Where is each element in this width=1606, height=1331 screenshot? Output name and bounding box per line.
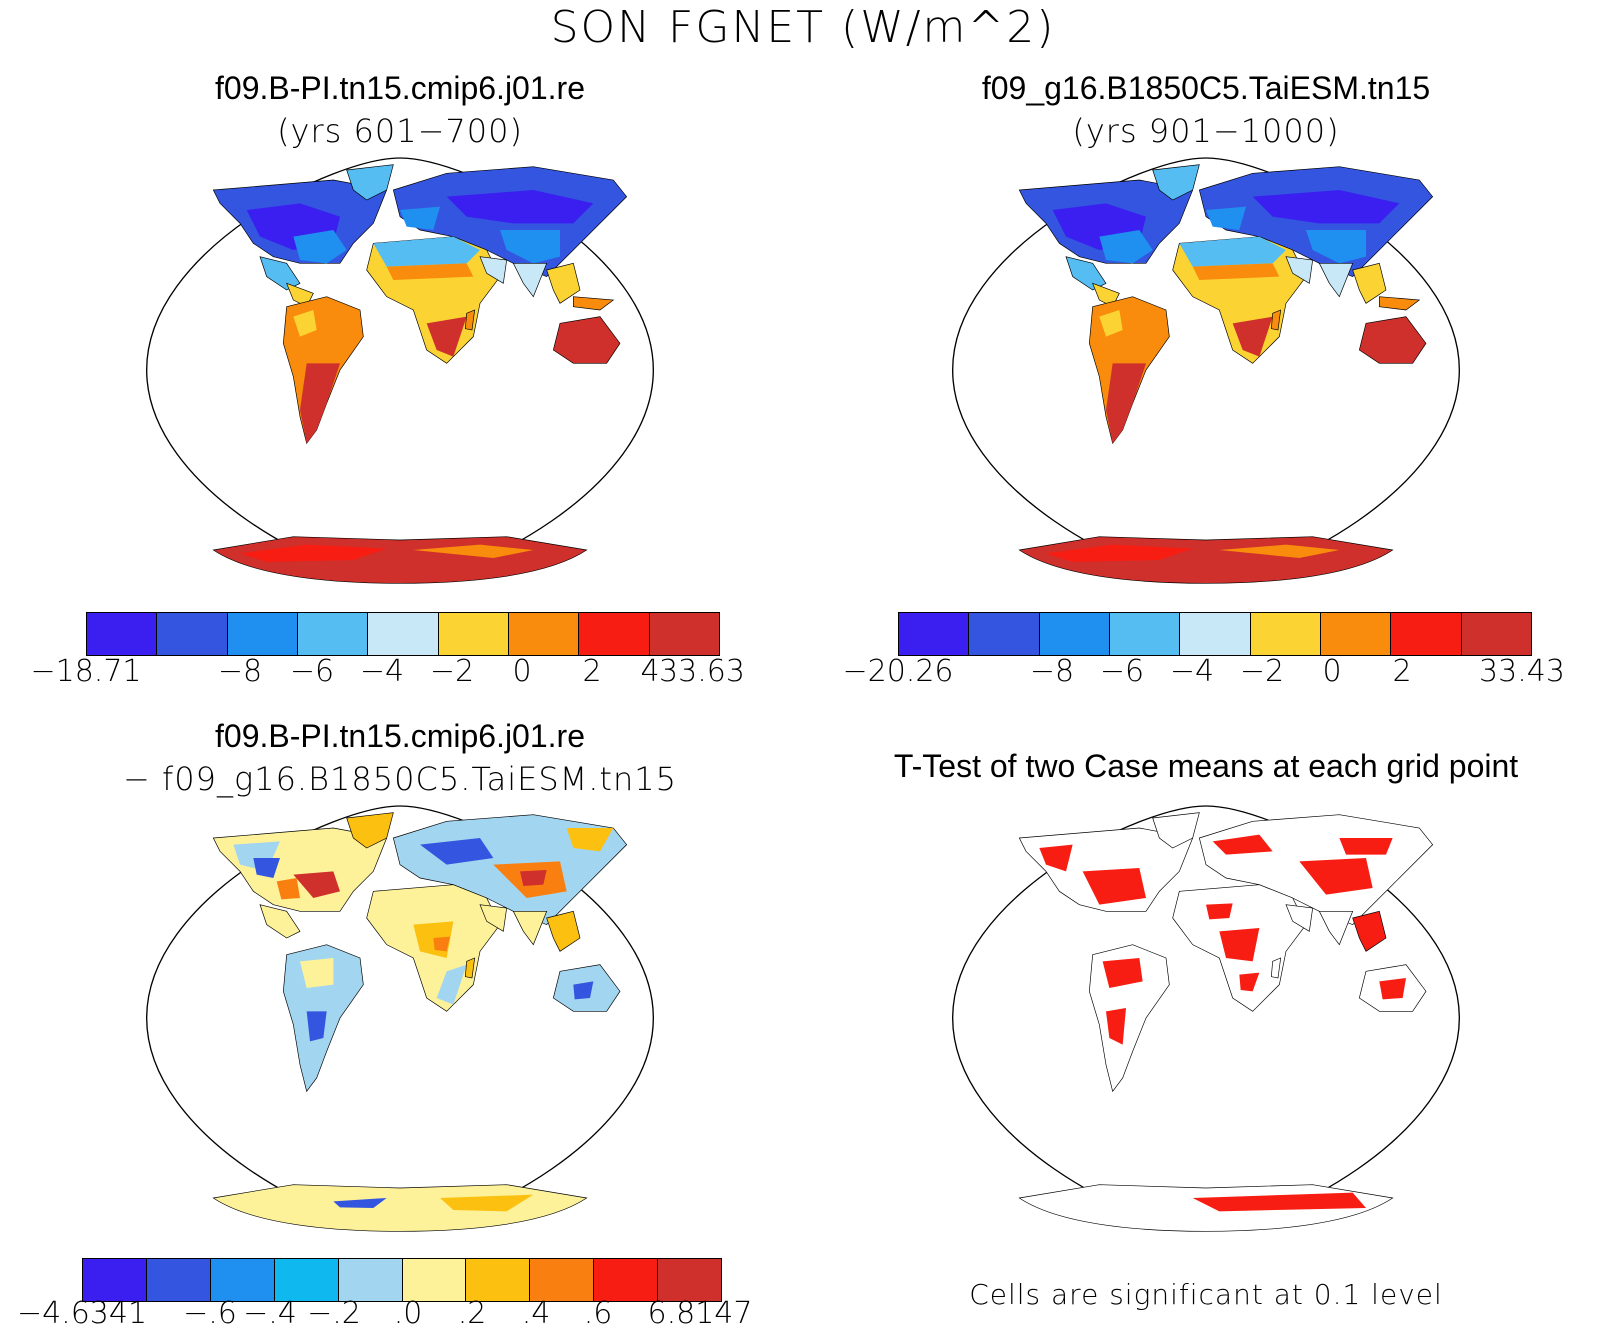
cb3-swatch — [274, 1259, 339, 1301]
cb2-tick-label: −8 — [1029, 654, 1075, 689]
panel2-map — [952, 157, 1460, 585]
panel4-title: T-Test of two Case means at each grid po… — [893, 748, 1519, 784]
cb1-tick-label: 0 — [512, 654, 532, 689]
cb1-swatch — [438, 613, 509, 655]
cb3-tick-label: −.4 — [243, 1296, 297, 1331]
cb3-swatch — [658, 1259, 722, 1301]
cb2-swatch — [1109, 613, 1181, 655]
panel1-map — [146, 157, 654, 585]
cb3-swatch — [146, 1259, 211, 1301]
cb1-swatch — [368, 613, 439, 655]
cb2-swatch — [1461, 613, 1531, 655]
cb1-tick-label: −6 — [289, 654, 335, 689]
colorbar-panel3 — [82, 1258, 722, 1302]
panel3-title: f09.B-PI.tn15.cmip6.j01.re — [215, 718, 585, 754]
cb3-tick-label: .0 — [393, 1296, 423, 1331]
cb2-swatch — [1039, 613, 1110, 655]
cb1-swatch — [649, 613, 719, 655]
cb3-swatch — [402, 1259, 467, 1301]
cb3-swatch — [530, 1259, 595, 1301]
cb2-swatch — [1180, 613, 1251, 655]
cb2-tick-label: −6 — [1099, 654, 1145, 689]
cb1-tick-label: −4 — [359, 654, 405, 689]
cb3-tick-label: −.2 — [307, 1296, 361, 1331]
cb2-tick-label: 0 — [1322, 654, 1342, 689]
cb1-swatch — [579, 613, 650, 655]
cb1-tick-label: −2 — [429, 654, 475, 689]
cb1-swatch — [87, 613, 158, 655]
cb3-tick-label: .4 — [521, 1296, 551, 1331]
cb1-tick-label: −18.71 — [30, 654, 142, 689]
cb2-swatch — [1250, 613, 1321, 655]
panel1-title: f09.B-PI.tn15.cmip6.j01.re — [215, 70, 585, 106]
cb3-tick-label: −.6 — [183, 1296, 237, 1331]
cb1-tick-label: 4 — [640, 654, 660, 689]
cb1-tick-label: 2 — [582, 654, 602, 689]
cb2-swatch — [1320, 613, 1392, 655]
cb1-tick-label: −8 — [217, 654, 263, 689]
cb3-tick-label: .6 — [583, 1296, 613, 1331]
cb1-tick-label: 33.63 — [659, 654, 745, 689]
cb3-swatch — [466, 1259, 531, 1301]
cb3-tick-label: −4.6341 — [16, 1296, 148, 1331]
panel3-subtitle: − f09_g16.B1850C5.TaiESM.tn15 — [123, 760, 677, 798]
panel3-map — [146, 805, 654, 1233]
main-title: SON FGNET (W/m^2) — [550, 2, 1056, 53]
cb2-tick-label: 2 — [1392, 654, 1412, 689]
cb1-swatch — [508, 613, 580, 655]
panel4-map — [952, 805, 1460, 1233]
cb2-tick-label: −2 — [1239, 654, 1285, 689]
cb3-swatch — [210, 1259, 275, 1301]
cb3-swatch — [338, 1259, 403, 1301]
panel2-title: f09_g16.B1850C5.TaiESM.tn15 — [981, 70, 1431, 106]
cb2-swatch — [1391, 613, 1462, 655]
cb2-swatch — [969, 613, 1040, 655]
colorbar-panel1 — [86, 612, 720, 656]
cb3-swatch — [83, 1259, 147, 1301]
cb3-tick-label: .2 — [457, 1296, 487, 1331]
cb3-tick-label: 6.8147 — [647, 1296, 753, 1331]
panel1-subtitle: (yrs 601−700) — [277, 112, 523, 150]
panel2-subtitle: (yrs 901−1000) — [1072, 112, 1340, 150]
colorbar-panel2 — [898, 612, 1532, 656]
cb3-swatch — [594, 1259, 659, 1301]
cb1-swatch — [227, 613, 298, 655]
cb2-tick-label: −20.26 — [842, 654, 954, 689]
cb2-swatch — [899, 613, 970, 655]
significance-note: Cells are significant at 0.1 level — [969, 1278, 1443, 1311]
cb2-tick-label: −4 — [1169, 654, 1215, 689]
cb2-tick-label: 33.43 — [1479, 654, 1565, 689]
cb1-swatch — [157, 613, 228, 655]
cb1-swatch — [297, 613, 369, 655]
